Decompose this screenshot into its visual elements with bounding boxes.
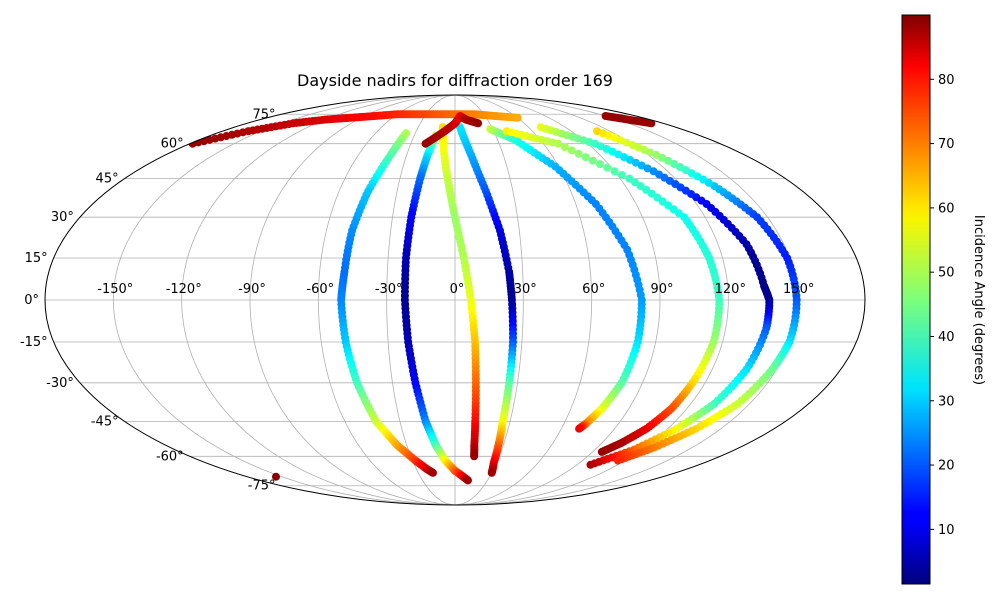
data-point [613,456,622,465]
data-point [271,472,280,481]
colorbar-tick-label: 80 [938,73,955,88]
y-tick-label: 15° [25,251,48,266]
data-point [658,153,667,162]
y-tick-label: 0° [24,293,39,308]
data-point [670,159,679,168]
data-point [574,149,583,158]
x-tick-label: -30° [375,282,403,297]
colorbar-tick-label: 40 [938,330,955,345]
data-point [560,142,569,151]
data-point [487,468,496,477]
longitude-tick-labels: -150° -120° -90° -60° -30° 0° 30° 60° 90° 120° 150… [97,282,814,297]
data-point [470,452,479,461]
colorbar-tick-label: 70 [938,137,955,152]
x-tick-label: -120° [166,282,202,297]
colorbar-label: Incidence Angle (degrees) [971,215,986,385]
y-tick-label: 60° [161,137,184,152]
data-point [603,163,612,172]
chart-title: Dayside nadirs for diffraction order 169 [297,71,613,90]
data-point [652,150,661,159]
map-boundary [44,94,866,506]
data-point [567,146,576,155]
x-tick-label: -150° [97,282,133,297]
y-tick-label: -30° [46,376,74,391]
data-point [463,476,472,485]
data-point [581,153,590,162]
data-point [474,119,483,128]
data-point [586,460,595,469]
x-tick-label: 90° [650,282,673,297]
y-tick-label: 75° [252,107,275,122]
graticule [45,95,865,505]
scatter-points [188,110,801,485]
colorbar-ticks: 10 20 30 40 50 60 70 80 [930,73,955,538]
data-point [675,162,684,171]
colorbar-tick-label: 60 [938,201,955,216]
x-tick-label: 30° [514,282,537,297]
colorbar-tick-label: 50 [938,266,955,281]
data-point [617,170,626,179]
data-point [631,178,639,187]
colorbar-tick-label: 10 [938,523,955,538]
colorbar-tick-label: 30 [938,394,955,409]
x-tick-label: 0° [450,282,465,297]
data-point [575,424,584,433]
data-point [597,447,606,456]
data-point [610,167,619,176]
x-tick-label: 60° [582,282,605,297]
data-point [643,164,652,173]
data-point [513,113,522,122]
data-point [428,468,437,477]
x-tick-label: 150° [783,282,814,297]
data-point [664,156,673,165]
data-point [554,139,563,148]
y-tick-label: 30° [51,210,74,225]
data-point [647,119,656,128]
latitude-tick-labels: 75° 60° 45° 30° 15° 0° -15° -30° -45° -60° -75° [20,107,276,493]
x-tick-label: -90° [238,282,266,297]
data-point [588,156,597,165]
data-point [595,160,604,169]
y-tick-label: 45° [96,172,119,187]
colorbar: 10 20 30 40 50 60 70 80 Incidence Angle (degree… [901,14,986,585]
y-tick-label: -60° [156,449,184,464]
colorbar-gradient [901,14,931,585]
data-point [637,161,646,170]
colorbar-tick-label: 20 [938,459,955,474]
y-tick-label: -45° [91,414,119,429]
x-tick-label: -60° [306,282,334,297]
x-tick-label: 120° [715,282,746,297]
y-tick-label: -15° [20,335,48,350]
y-tick-label: -75° [248,479,276,494]
